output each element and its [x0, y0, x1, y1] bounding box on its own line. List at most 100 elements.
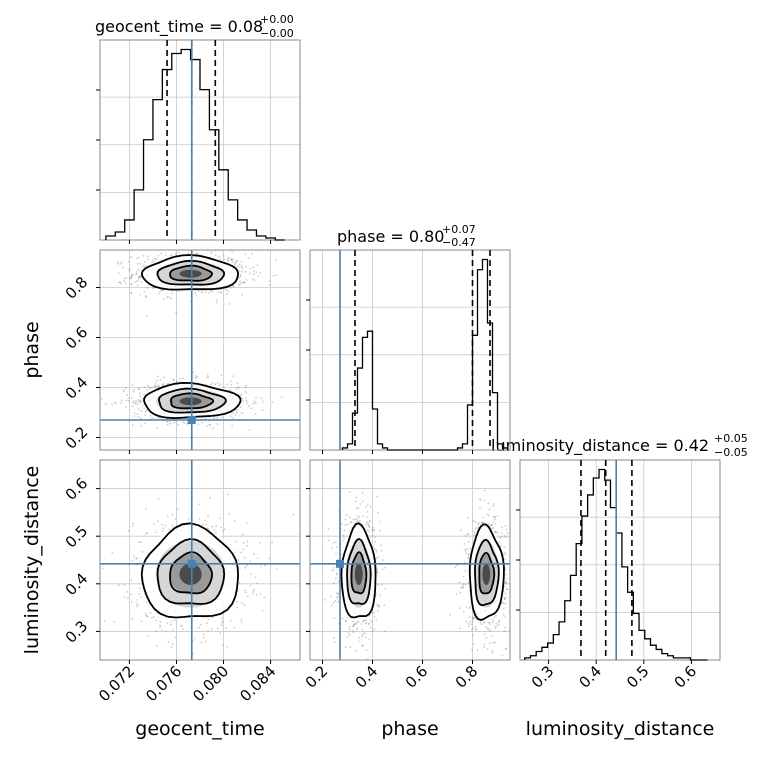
sample-point	[503, 630, 506, 632]
sample-point	[239, 265, 241, 268]
sample-point	[479, 621, 482, 624]
sample-point	[252, 590, 255, 592]
sample-point	[238, 263, 241, 266]
sample-point	[163, 376, 166, 379]
sample-point	[145, 615, 148, 617]
sample-point	[172, 421, 175, 424]
sample-point	[234, 262, 236, 265]
sample-point	[245, 397, 247, 399]
sample-point	[195, 252, 198, 255]
sample-point	[118, 281, 121, 284]
sample-point	[255, 402, 257, 404]
sample-point	[132, 522, 135, 525]
sample-point	[227, 259, 229, 262]
sample-point	[494, 627, 497, 630]
sample-point	[170, 620, 173, 623]
sample-point	[486, 627, 489, 630]
sample-point	[239, 275, 242, 277]
sample-point	[211, 525, 213, 528]
sample-point	[371, 629, 374, 632]
sample-point	[368, 614, 371, 617]
sample-point	[348, 491, 351, 494]
sample-point	[213, 417, 215, 420]
sample-point	[468, 625, 470, 627]
sample-point	[252, 278, 255, 280]
sample-point	[159, 379, 162, 381]
sample-point	[132, 401, 135, 404]
sample-point	[135, 273, 138, 275]
sample-point	[242, 281, 245, 284]
sample-point	[480, 623, 483, 626]
sample-point	[193, 637, 196, 640]
sample-point	[221, 620, 224, 623]
sample-point	[156, 379, 158, 382]
sample-point	[459, 627, 461, 630]
sample-point	[489, 629, 492, 632]
sample-point	[363, 632, 366, 635]
sample-point	[140, 410, 143, 412]
sample-point	[472, 520, 475, 522]
sample-point	[334, 541, 337, 543]
title-phase-sub: −0.47	[442, 236, 476, 249]
sample-point	[362, 633, 364, 636]
sample-point	[462, 610, 465, 613]
sample-point	[472, 634, 474, 637]
sample-point	[342, 537, 345, 540]
sample-point	[472, 642, 475, 645]
sample-point	[459, 591, 462, 594]
sample-point	[376, 571, 379, 574]
sample-point	[374, 536, 377, 539]
sample-point	[250, 573, 252, 575]
sample-point	[349, 516, 352, 519]
sample-point	[208, 528, 210, 531]
sample-point	[361, 492, 364, 494]
sample-point	[364, 622, 367, 625]
contour-lumdist-geocent-ytick-label: 0.5	[62, 522, 92, 552]
sample-point	[240, 619, 243, 622]
sample-point	[476, 649, 479, 652]
sample-point	[181, 377, 184, 379]
sample-point	[361, 644, 364, 647]
sample-point	[335, 573, 338, 576]
sample-point	[220, 292, 223, 294]
sample-point	[332, 601, 335, 604]
sample-point	[461, 585, 464, 588]
sample-point	[468, 553, 470, 556]
sample-point	[152, 417, 154, 420]
sample-point	[503, 598, 506, 601]
sample-point	[144, 294, 147, 297]
sample-point	[272, 274, 275, 277]
sample-point	[136, 605, 138, 607]
sample-point	[122, 266, 125, 269]
sample-point	[473, 534, 476, 537]
sample-point	[132, 389, 135, 391]
sample-point	[502, 613, 505, 616]
sample-point	[469, 620, 472, 623]
sample-point	[348, 626, 351, 628]
sample-point	[175, 254, 177, 256]
sample-point	[271, 401, 274, 403]
sample-point	[138, 593, 141, 596]
sample-point	[481, 521, 484, 524]
sample-point	[219, 291, 222, 294]
sample-point	[360, 623, 363, 626]
sample-point	[161, 529, 164, 532]
sample-point	[333, 636, 335, 639]
sample-point	[222, 644, 224, 647]
sample-point	[133, 555, 135, 558]
sample-point	[216, 382, 219, 384]
sample-point	[157, 520, 160, 523]
sample-point	[454, 566, 457, 569]
sample-point	[201, 421, 203, 424]
sample-point	[224, 288, 227, 291]
sample-point	[504, 596, 507, 599]
sample-point	[123, 280, 126, 282]
sample-point	[365, 619, 368, 622]
sample-point	[505, 577, 508, 580]
sample-point	[136, 257, 138, 260]
sample-point	[376, 609, 379, 612]
sample-point	[232, 285, 235, 288]
sample-point	[349, 646, 352, 648]
sample-point	[369, 505, 372, 508]
sample-point	[75, 268, 77, 270]
